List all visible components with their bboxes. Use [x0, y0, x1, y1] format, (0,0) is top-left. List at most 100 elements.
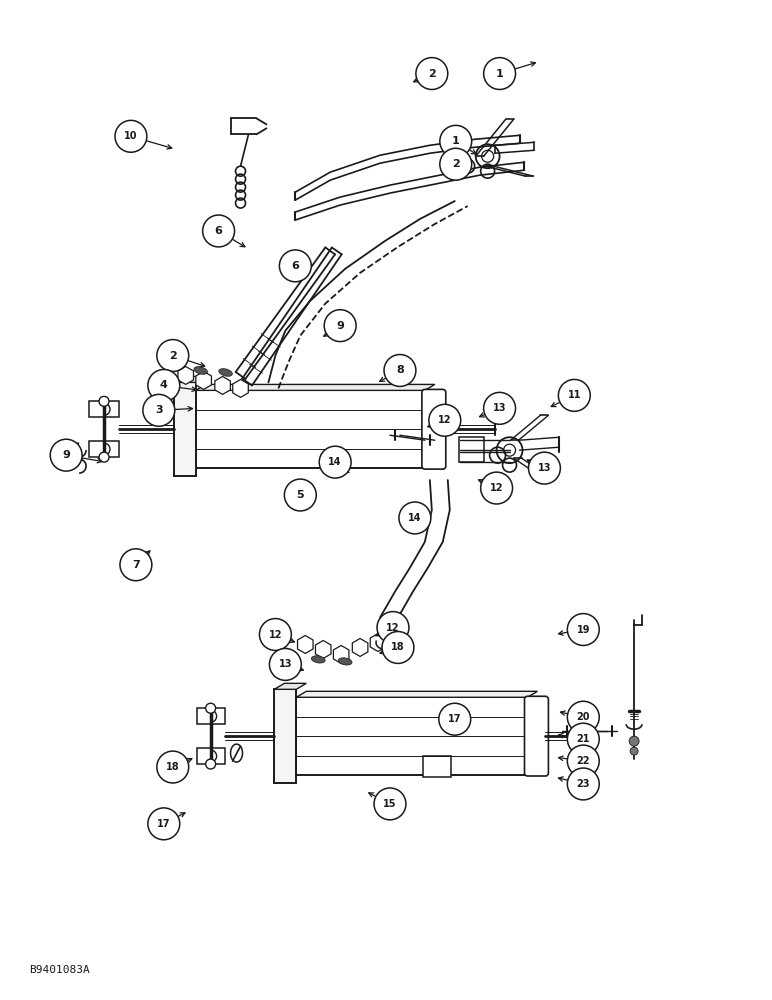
Polygon shape	[274, 683, 306, 689]
Polygon shape	[296, 691, 537, 697]
Circle shape	[629, 736, 639, 746]
Polygon shape	[352, 638, 368, 656]
Circle shape	[567, 701, 599, 733]
Text: 18: 18	[391, 642, 405, 652]
Circle shape	[203, 215, 235, 247]
Circle shape	[115, 120, 147, 152]
Polygon shape	[297, 636, 313, 653]
Text: 13: 13	[279, 659, 292, 669]
Text: 17: 17	[157, 819, 171, 829]
FancyBboxPatch shape	[274, 689, 296, 783]
FancyBboxPatch shape	[296, 697, 527, 775]
Circle shape	[320, 446, 351, 478]
Text: 21: 21	[577, 734, 590, 744]
Polygon shape	[233, 379, 249, 397]
Circle shape	[382, 632, 414, 663]
Text: 12: 12	[490, 483, 503, 493]
Polygon shape	[371, 634, 386, 651]
Text: 13: 13	[493, 403, 506, 413]
FancyBboxPatch shape	[89, 401, 119, 417]
Circle shape	[284, 479, 317, 511]
Circle shape	[384, 355, 416, 386]
Ellipse shape	[194, 367, 208, 374]
Text: 14: 14	[328, 457, 342, 467]
FancyBboxPatch shape	[424, 756, 452, 777]
Text: 14: 14	[408, 513, 422, 523]
Text: 9: 9	[337, 321, 344, 331]
Text: 1: 1	[496, 69, 503, 79]
Circle shape	[481, 472, 513, 504]
Text: 10: 10	[124, 131, 137, 141]
Ellipse shape	[218, 369, 232, 376]
Circle shape	[259, 619, 291, 650]
Circle shape	[120, 549, 152, 581]
Text: B9401083A: B9401083A	[29, 965, 90, 975]
Circle shape	[324, 310, 356, 342]
Polygon shape	[174, 376, 205, 382]
Text: 23: 23	[577, 779, 590, 789]
Text: 12: 12	[269, 630, 282, 640]
Text: 17: 17	[448, 714, 462, 724]
Circle shape	[399, 502, 431, 534]
Circle shape	[567, 745, 599, 777]
Text: 19: 19	[577, 625, 590, 635]
Circle shape	[428, 404, 461, 436]
Text: 5: 5	[296, 490, 304, 500]
Circle shape	[440, 148, 472, 180]
Circle shape	[157, 340, 188, 371]
Circle shape	[483, 392, 516, 424]
FancyBboxPatch shape	[422, 389, 445, 469]
Circle shape	[205, 703, 215, 713]
Polygon shape	[196, 371, 212, 389]
Text: 22: 22	[577, 756, 590, 766]
FancyBboxPatch shape	[197, 708, 225, 724]
FancyBboxPatch shape	[197, 748, 225, 764]
Text: 3: 3	[155, 405, 163, 415]
Text: 6: 6	[291, 261, 300, 271]
Text: 15: 15	[383, 799, 397, 809]
Circle shape	[148, 369, 180, 401]
Ellipse shape	[311, 656, 325, 663]
Circle shape	[567, 723, 599, 755]
Polygon shape	[215, 376, 230, 394]
Circle shape	[630, 747, 638, 755]
Text: 8: 8	[396, 365, 404, 375]
Circle shape	[567, 614, 599, 645]
Circle shape	[205, 759, 215, 769]
Polygon shape	[316, 640, 331, 658]
Text: 12: 12	[386, 623, 400, 633]
Text: 2: 2	[428, 69, 435, 79]
Polygon shape	[334, 645, 349, 663]
Text: 11: 11	[567, 390, 581, 400]
FancyBboxPatch shape	[524, 696, 548, 776]
Circle shape	[157, 751, 188, 783]
FancyBboxPatch shape	[459, 437, 483, 462]
Circle shape	[377, 612, 409, 643]
Polygon shape	[178, 366, 194, 384]
Text: 12: 12	[438, 415, 452, 425]
Circle shape	[269, 648, 301, 680]
Circle shape	[99, 452, 109, 462]
Circle shape	[567, 768, 599, 800]
Circle shape	[50, 439, 82, 471]
Ellipse shape	[338, 658, 352, 665]
Text: 20: 20	[577, 712, 590, 722]
FancyBboxPatch shape	[89, 441, 119, 457]
Circle shape	[483, 58, 516, 89]
Circle shape	[440, 125, 472, 157]
Circle shape	[143, 394, 174, 426]
Text: 2: 2	[169, 351, 177, 361]
Text: 6: 6	[215, 226, 222, 236]
Circle shape	[558, 379, 591, 411]
Text: 4: 4	[160, 380, 168, 390]
Text: 2: 2	[452, 159, 459, 169]
Circle shape	[148, 808, 180, 840]
Circle shape	[416, 58, 448, 89]
Text: 18: 18	[166, 762, 180, 772]
Text: 9: 9	[63, 450, 70, 460]
Text: 7: 7	[132, 560, 140, 570]
Circle shape	[438, 703, 471, 735]
Text: 1: 1	[452, 136, 459, 146]
Circle shape	[279, 250, 311, 282]
Circle shape	[374, 788, 406, 820]
